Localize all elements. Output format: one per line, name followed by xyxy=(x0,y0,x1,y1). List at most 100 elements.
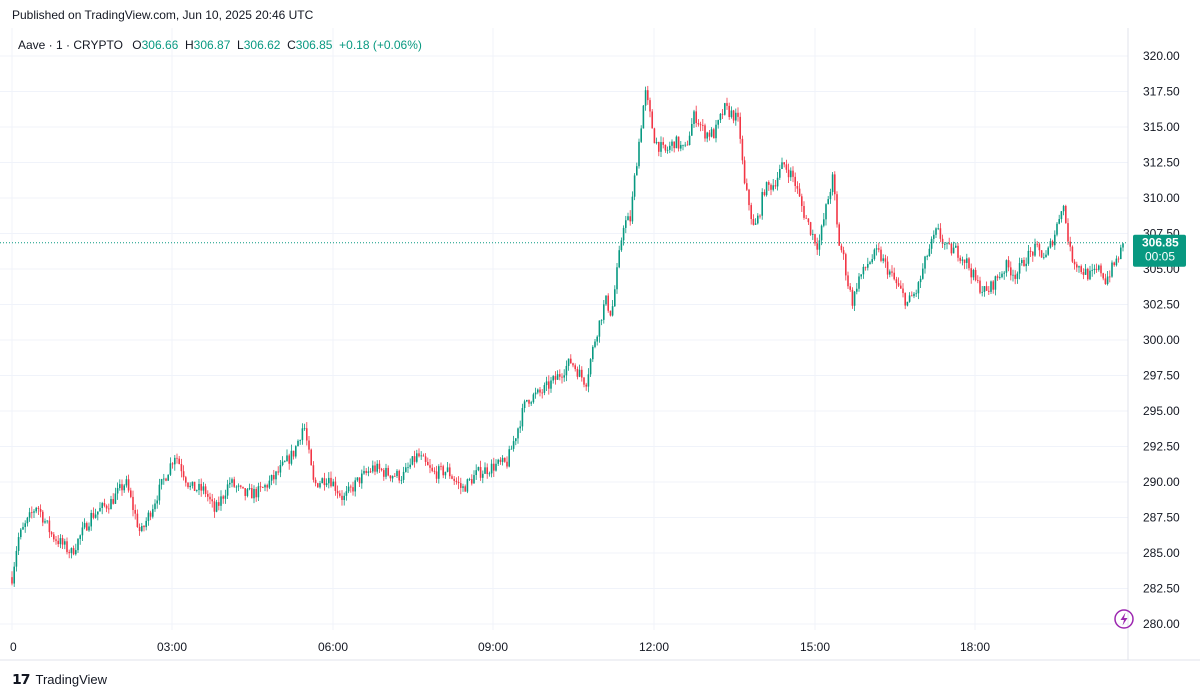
candle-body xyxy=(977,280,979,281)
candle-body xyxy=(143,526,145,528)
candle xyxy=(147,510,150,526)
time-axis[interactable]: 0 03:00 06:00 09:00 12:00 15:00 18:00 xyxy=(10,640,990,654)
candle-body xyxy=(209,496,211,500)
candle xyxy=(893,267,895,281)
candle xyxy=(94,508,97,519)
candle xyxy=(968,257,970,271)
candle xyxy=(759,214,761,219)
candle xyxy=(638,138,640,169)
candle xyxy=(715,120,717,143)
candle-body xyxy=(57,540,59,545)
candle xyxy=(735,108,737,126)
candle-body xyxy=(37,507,40,509)
candle xyxy=(286,449,288,462)
candle xyxy=(510,445,513,450)
candle xyxy=(191,481,194,489)
candle xyxy=(517,427,519,444)
candle-body xyxy=(948,243,950,245)
candle-body xyxy=(308,440,310,450)
candle xyxy=(429,458,431,474)
candle-body xyxy=(13,566,15,584)
candle-body xyxy=(801,196,803,206)
candle xyxy=(46,520,48,524)
candle xyxy=(614,285,616,307)
candle-body xyxy=(44,521,46,523)
candle-body xyxy=(464,486,466,492)
candle-body xyxy=(88,526,90,531)
candle-body xyxy=(374,465,376,472)
candle xyxy=(726,97,728,110)
candle xyxy=(442,464,444,479)
candle-body xyxy=(638,141,640,167)
candle-body xyxy=(255,488,257,498)
candle xyxy=(350,484,352,493)
price-axis[interactable]: 280.00 282.50 285.00 287.50 290.00 292.50 295.… xyxy=(1143,49,1180,631)
candle xyxy=(299,439,301,445)
candle xyxy=(44,518,46,524)
candle-body xyxy=(779,169,781,178)
candle xyxy=(561,373,563,384)
candle-body xyxy=(792,170,794,177)
candle-body xyxy=(647,90,649,101)
candle-body xyxy=(955,245,957,248)
candle-body xyxy=(1034,243,1036,256)
candle xyxy=(717,119,719,129)
candle-body xyxy=(895,279,898,284)
candle-body xyxy=(59,538,62,545)
ohlc-legend: Aave · 1 · CRYPTO O306.66 H306.87 L306.6… xyxy=(18,38,422,52)
candle-body xyxy=(1047,247,1049,255)
candle-body xyxy=(1098,265,1100,270)
candle-body xyxy=(356,477,359,481)
high-label: H xyxy=(185,38,194,52)
candle xyxy=(831,172,834,196)
candle xyxy=(380,467,383,472)
candle xyxy=(889,269,891,278)
candle-body xyxy=(1012,274,1014,276)
candle xyxy=(884,254,887,268)
candle-body xyxy=(312,465,315,480)
candle xyxy=(713,127,715,139)
candle xyxy=(457,476,460,490)
candle-body xyxy=(508,449,510,467)
candle xyxy=(675,135,678,149)
candle-body xyxy=(207,493,209,497)
candle-body xyxy=(867,264,869,268)
candle-body xyxy=(411,456,414,465)
candle-body xyxy=(649,100,651,112)
candle xyxy=(959,255,961,264)
candle xyxy=(455,477,458,485)
candle-body xyxy=(581,369,583,378)
candle-body xyxy=(422,455,425,457)
candle xyxy=(1010,261,1012,281)
candle xyxy=(246,488,249,498)
candle xyxy=(585,382,587,391)
candle-body xyxy=(1073,261,1076,265)
candle-body xyxy=(878,248,880,250)
lightning-icon[interactable] xyxy=(1114,609,1134,629)
candle xyxy=(178,455,180,465)
y-tick-label: 292.50 xyxy=(1143,440,1180,454)
candle-body xyxy=(607,295,609,311)
candle-body xyxy=(275,471,277,480)
candle-body xyxy=(915,293,917,295)
candle xyxy=(493,457,495,478)
candle-body xyxy=(418,453,420,457)
candle xyxy=(37,505,40,515)
candle xyxy=(699,121,702,132)
candle-body xyxy=(946,243,948,245)
candle xyxy=(1071,245,1074,263)
candle-body xyxy=(688,135,691,145)
candle xyxy=(416,449,418,464)
symbol-label[interactable]: Aave · 1 · CRYPTO xyxy=(18,38,123,52)
candle-body xyxy=(728,105,730,117)
candle xyxy=(110,495,112,510)
candle-body xyxy=(677,136,680,149)
candle-body xyxy=(339,493,341,496)
candle xyxy=(594,339,596,349)
candle-body xyxy=(990,281,992,292)
candle xyxy=(1087,267,1089,281)
candle xyxy=(963,259,966,270)
candle xyxy=(629,210,631,226)
candle-body xyxy=(218,502,220,506)
